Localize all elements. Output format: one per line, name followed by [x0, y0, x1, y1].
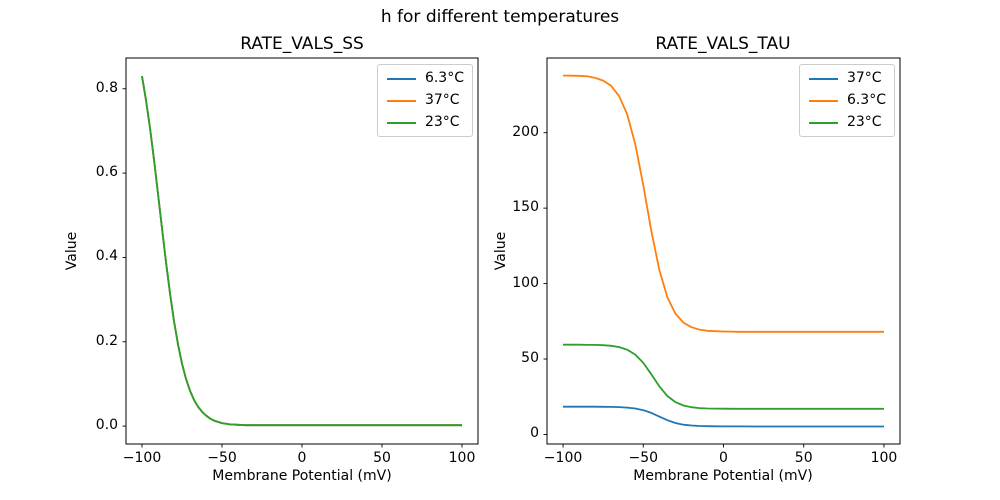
x-tick-label: 50 — [794, 450, 813, 466]
legend-label: 23°C — [424, 114, 460, 130]
x-tick-label: −50 — [628, 450, 659, 466]
legend-line-swatch — [808, 77, 838, 80]
series-line-6.3°C — [562, 74, 884, 333]
x-tick-label: 0 — [297, 450, 307, 466]
legend: 37°C 6.3°C 23°C — [798, 64, 895, 137]
y-tick-label: 0.8 — [95, 79, 118, 96]
x-tick-label: −50 — [207, 450, 237, 466]
legend-entry: 23°C — [386, 114, 464, 131]
y-tick-label: 0 — [530, 425, 539, 442]
x-axis-label-left: Membrane Potential (mV) — [212, 468, 392, 484]
x-tick-label: −100 — [543, 450, 583, 466]
legend-line-swatch — [386, 99, 416, 102]
y-tick-label: 0.4 — [95, 248, 118, 265]
legend-entry: 6.3°C — [386, 70, 464, 87]
legend-entry: 23°C — [808, 114, 886, 131]
legend-label: 6.3°C — [846, 92, 886, 108]
y-axis-label-right: Value — [493, 231, 509, 271]
axes-left: 6.3°C 37°C 23°C — [126, 58, 478, 444]
figure-title: h for different temperatures — [380, 7, 620, 27]
legend-label: 37°C — [424, 92, 460, 108]
legend-line-swatch — [808, 99, 838, 102]
subplot-title-rate-vals-ss: RATE_VALS_SS — [240, 34, 364, 54]
y-tick-label: 50 — [521, 350, 539, 366]
legend-entry: 37°C — [386, 92, 464, 109]
series-line-37°C — [563, 405, 884, 428]
legend-line-swatch — [386, 77, 416, 80]
legend: 6.3°C 37°C 23°C — [376, 64, 473, 137]
legend-label: 6.3°C — [424, 70, 464, 86]
legend-entry: 37°C — [808, 70, 886, 87]
series-line-23°C — [141, 75, 462, 427]
subplot-title-rate-vals-tau: RATE_VALS_TAU — [655, 34, 791, 54]
y-tick-label: 0.2 — [95, 332, 118, 349]
x-tick-label: 50 — [373, 450, 391, 466]
x-tick-label: 100 — [448, 450, 476, 466]
x-tick-label: 0 — [719, 450, 728, 466]
x-axis-label-right: Membrane Potential (mV) — [633, 468, 813, 484]
legend-line-swatch — [808, 121, 838, 124]
legend-entry: 6.3°C — [808, 92, 886, 109]
y-tick-label: 0.6 — [95, 164, 118, 181]
x-tick-label: −100 — [122, 450, 162, 466]
series-line-23°C — [563, 343, 884, 410]
y-tick-label: 100 — [512, 274, 539, 291]
legend-label: 23°C — [846, 114, 882, 130]
y-tick-label: 200 — [512, 123, 539, 140]
y-tick-label: 150 — [512, 199, 539, 216]
axes-right: 37°C 6.3°C 23°C — [547, 58, 900, 444]
y-tick-label: 0.0 — [95, 417, 118, 434]
legend-label: 37°C — [846, 70, 882, 86]
legend-line-swatch — [386, 121, 416, 124]
x-tick-label: 100 — [870, 450, 898, 466]
